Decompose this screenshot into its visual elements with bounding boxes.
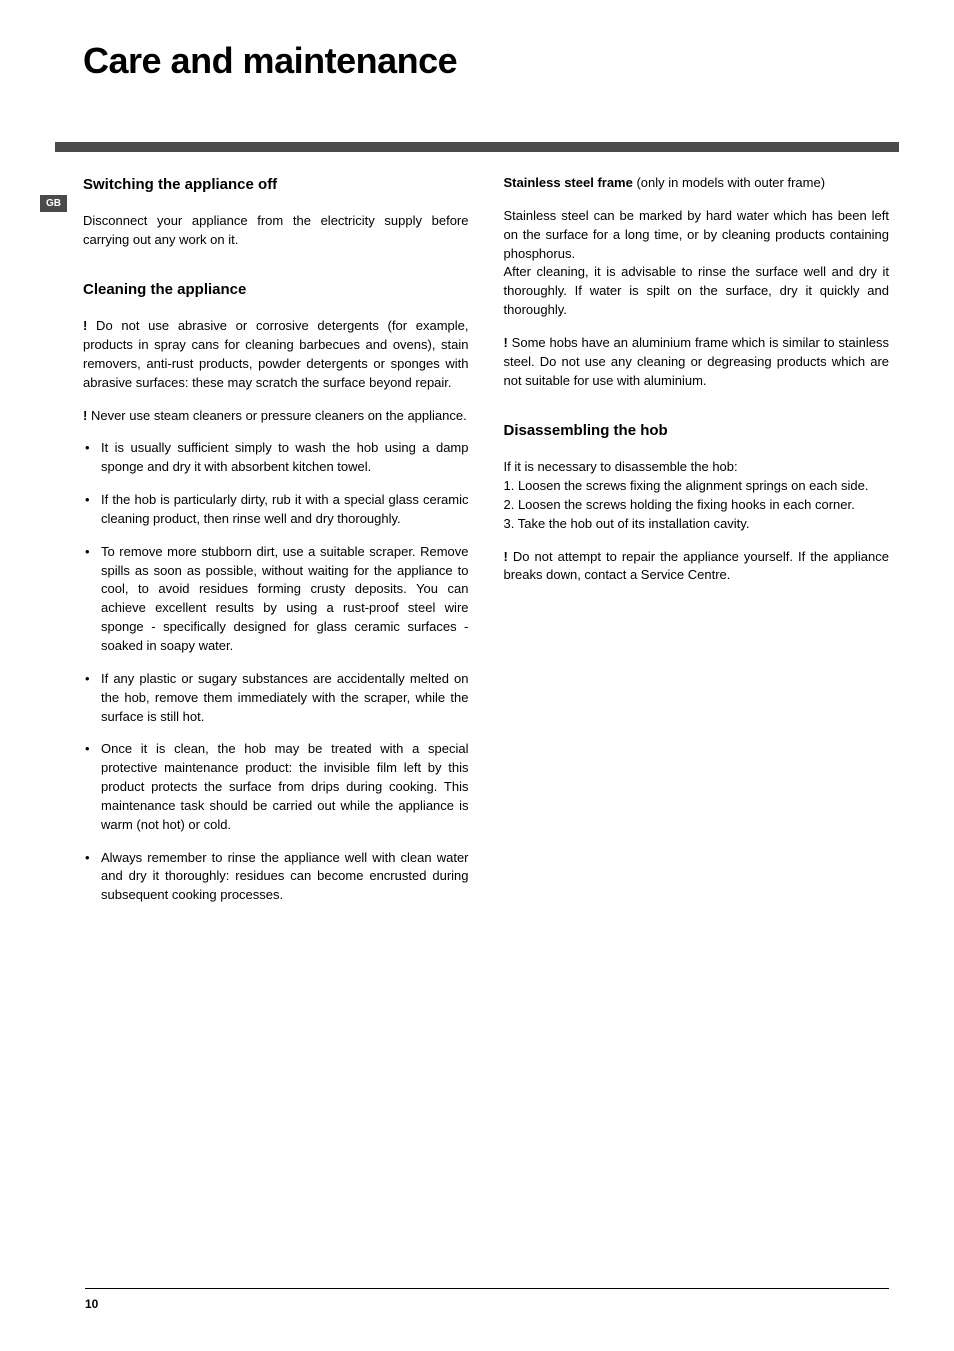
list-item: If any plastic or sugary substances are …: [83, 670, 469, 727]
language-badge: GB: [40, 195, 67, 212]
disassemble-step3: 3. Take the hob out of its installation …: [504, 515, 890, 534]
section-cleaning: Cleaning the appliance ! Do not use abra…: [83, 279, 469, 905]
heading-disassembling: Disassembling the hob: [504, 420, 890, 442]
stainless-frame-intro: Stainless steel frame (only in models wi…: [504, 174, 890, 193]
horizontal-divider: [55, 142, 899, 152]
warning-aluminium: ! Some hobs have an aluminium frame whic…: [504, 334, 890, 391]
left-column: Switching the appliance off Disconnect y…: [83, 174, 469, 935]
warning-repair-text: Do not attempt to repair the appliance y…: [504, 549, 890, 583]
heading-cleaning: Cleaning the appliance: [83, 279, 469, 301]
list-item: Always remember to rinse the appliance w…: [83, 849, 469, 906]
warning-steam: ! Never use steam cleaners or pressure c…: [83, 407, 469, 426]
list-item: If the hob is particularly dirty, rub it…: [83, 491, 469, 529]
stainless-note: (only in models with outer frame): [633, 175, 825, 190]
section-switching-off: Switching the appliance off Disconnect y…: [83, 174, 469, 249]
warning-aluminium-text: Some hobs have an aluminium frame which …: [504, 335, 890, 388]
warning-repair: ! Do not attempt to repair the appliance…: [504, 548, 890, 586]
disassemble-intro: If it is necessary to disassemble the ho…: [504, 458, 890, 477]
stainless-para2: After cleaning, it is advisable to rinse…: [504, 263, 890, 320]
list-item: It is usually sufficient simply to wash …: [83, 439, 469, 477]
heading-switching-off: Switching the appliance off: [83, 174, 469, 196]
warning-steam-text: Never use steam cleaners or pressure cle…: [87, 408, 466, 423]
cleaning-tips-list: It is usually sufficient simply to wash …: [83, 439, 469, 905]
right-column: Stainless steel frame (only in models wi…: [504, 174, 890, 935]
stainless-para1: Stainless steel can be marked by hard wa…: [504, 207, 890, 264]
para-disconnect: Disconnect your appliance from the elect…: [83, 212, 469, 250]
page-title: Care and maintenance: [83, 40, 899, 82]
list-item: Once it is clean, the hob may be treated…: [83, 740, 469, 834]
warning-abrasive: ! Do not use abrasive or corrosive deter…: [83, 317, 469, 392]
footer-divider: [85, 1288, 889, 1289]
warning-abrasive-text: Do not use abrasive or corrosive deterge…: [83, 318, 469, 390]
list-item: To remove more stubborn dirt, use a suit…: [83, 543, 469, 656]
disassemble-step1: 1. Loosen the screws fixing the alignmen…: [504, 477, 890, 496]
page-number: 10: [85, 1297, 98, 1311]
manual-page: Care and maintenance GB Switching the ap…: [0, 0, 954, 1351]
content-columns: Switching the appliance off Disconnect y…: [83, 174, 889, 935]
stainless-label: Stainless steel frame: [504, 175, 633, 190]
disassemble-step2: 2. Loosen the screws holding the fixing …: [504, 496, 890, 515]
